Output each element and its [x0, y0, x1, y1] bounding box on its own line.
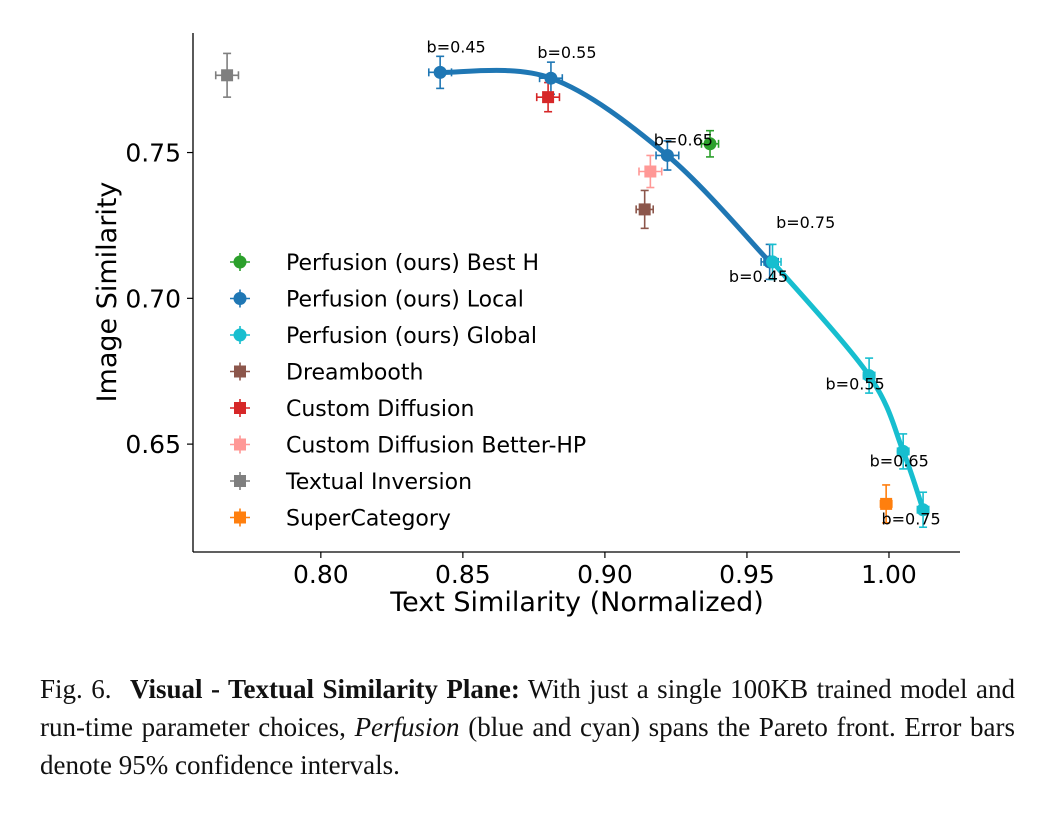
caption-title: Visual - Textual Similarity Plane:: [129, 674, 520, 704]
x-tick-label: 1.00: [861, 560, 917, 589]
data-point-square: [638, 203, 651, 216]
data-point-circle: [544, 71, 558, 85]
point-label: b=0.55: [537, 43, 596, 62]
legend-entry-label: Custom Diffusion: [286, 397, 474, 422]
x-tick-label: 0.90: [577, 560, 633, 589]
data-point-circle: [703, 137, 717, 151]
legend-entry-label: SuperCategory: [286, 507, 451, 532]
point-label: b=0.65: [870, 451, 929, 470]
x-axis-label: Text Similarity (Normalized): [389, 587, 764, 618]
legend-marker-square: [234, 511, 246, 524]
legend-entry-label: Perfusion (ours) Global: [286, 324, 537, 349]
legend-marker-square: [234, 365, 246, 378]
point-label: b=0.75: [776, 213, 835, 232]
legend-entry-label: Perfusion (ours) Local: [286, 288, 524, 313]
pareto-curve-2: [770, 259, 926, 513]
x-tick-label: 0.80: [293, 560, 349, 589]
legend-marker-circle: [233, 292, 247, 305]
caption-label: Fig. 6.: [40, 674, 112, 704]
point-label: b=0.75: [881, 510, 940, 529]
y-tick-label: 0.75: [125, 139, 181, 168]
tick-labels: 0.80 0.85 0.90 0.95 1.00 0.65 0.70 0.75: [125, 139, 916, 589]
legend-marker-circle: [233, 255, 247, 269]
legend: Perfusion (ours) Best H Perfusion (ours) …: [230, 251, 586, 532]
legend-entry-label: Custom Diffusion Better-HP: [286, 434, 586, 459]
y-axis-label: Image Similarity: [92, 182, 123, 403]
x-tick-label: 0.85: [435, 560, 491, 589]
data-point-circle: [916, 503, 930, 517]
x-tick-label: 0.95: [719, 560, 775, 589]
data-point-square: [542, 91, 555, 104]
caption-text-after: (blue and cyan) spans the Pareto front. …: [40, 712, 1015, 780]
legend-marker-square: [234, 402, 246, 414]
caption-emphasis: Perfusion: [354, 712, 460, 742]
data-point-circle: [862, 369, 876, 383]
y-tick-label: 0.70: [125, 284, 181, 313]
data-point-square: [221, 69, 234, 82]
legend-entry-label: Textual Inversion: [285, 470, 472, 495]
data-point-square: [644, 165, 657, 178]
scatter-chart: b=0.45 b=0.55 b=0.65 b=0.75 b=0.45 b=0.55 b=0.…: [92, 33, 960, 618]
legend-marker-square: [234, 475, 246, 487]
data-point-square: [880, 497, 893, 510]
point-label: b=0.45: [729, 267, 788, 286]
data-points: [221, 65, 930, 517]
caption-text-before: With just a single 100KB trained model a…: [40, 674, 1015, 742]
figure-caption: Fig. 6. Visual - Textual Similarity Plan…: [40, 670, 1015, 784]
point-label: b=0.45: [427, 37, 486, 56]
point-labels: b=0.45 b=0.55 b=0.65 b=0.75 b=0.45 b=0.55 b=0.…: [427, 37, 941, 528]
data-point-circle: [766, 255, 780, 269]
legend-marker-square: [234, 438, 246, 451]
legend-marker-circle: [233, 328, 247, 342]
data-point-circle: [660, 148, 674, 162]
pareto-curve-1: [437, 67, 773, 265]
legend-entry-label: Dreambooth: [286, 361, 423, 386]
point-label: b=0.65: [654, 130, 713, 149]
pareto-curves: [437, 67, 926, 513]
legend-entry-label: Perfusion (ours) Best H: [286, 251, 539, 276]
point-label: b=0.55: [826, 375, 885, 394]
data-point-circle: [896, 444, 910, 458]
data-point-circle: [433, 65, 447, 79]
y-tick-label: 0.65: [125, 430, 181, 459]
